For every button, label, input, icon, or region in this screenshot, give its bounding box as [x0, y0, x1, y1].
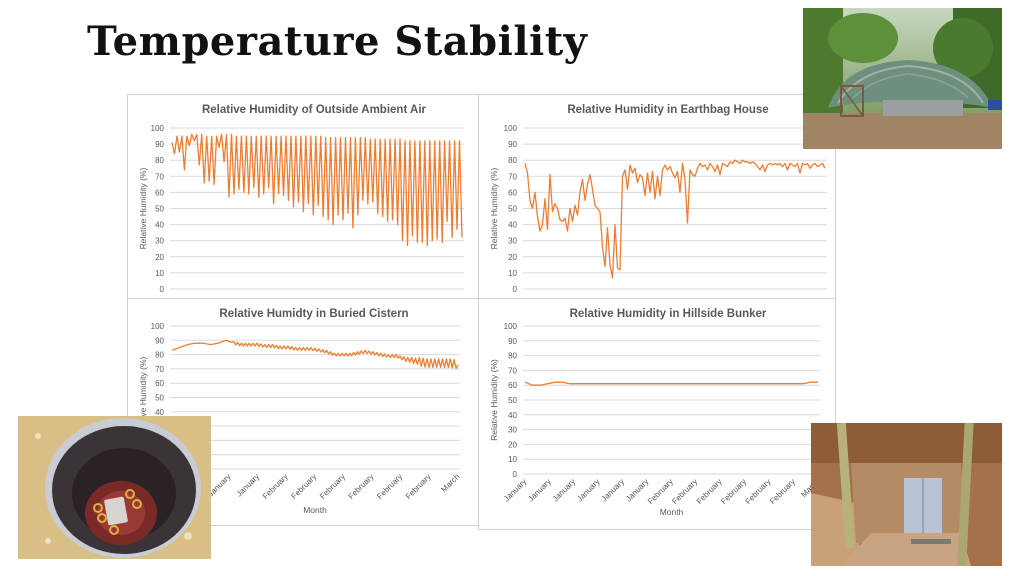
earthbag-house-photo: [803, 8, 1002, 149]
y-tick-label: 10: [155, 269, 164, 278]
y-tick-label: 80: [155, 156, 164, 165]
y-tick-label: 40: [508, 411, 517, 420]
y-tick-label: 80: [155, 351, 164, 360]
y-tick-label: 30: [508, 426, 517, 435]
x-tick-label: January: [575, 477, 601, 503]
x-tick-label: February: [318, 472, 347, 501]
chart-title: Relative Humidity in Earthbag House: [567, 104, 768, 116]
y-axis-label: Relative Humidity (%): [489, 167, 499, 249]
y-axis-label: Relative Humidity (%): [138, 356, 148, 438]
y-tick-label: 90: [508, 337, 517, 346]
x-tick-label: February: [289, 472, 318, 501]
x-tick-label: February: [695, 477, 724, 506]
y-tick-label: 80: [508, 352, 517, 361]
y-tick-label: 100: [151, 124, 165, 133]
chart-outside-air: Relative Humidity of Outside Ambient Air…: [127, 94, 479, 299]
y-tick-label: 90: [155, 140, 164, 149]
x-tick-label: February: [719, 477, 748, 506]
y-tick-label: 70: [155, 365, 164, 374]
y-tick-label: 50: [155, 394, 164, 403]
y-tick-label: 10: [508, 455, 517, 464]
chart-earthbag-house-svg: Relative Humidity in Earthbag House 0 10 20…: [489, 104, 827, 294]
y-tick-label: 100: [504, 322, 518, 331]
y-axis-label: Relative Humidity (%): [489, 359, 499, 441]
y-tick-label: 90: [508, 140, 517, 149]
series-line-earthbag-house: [524, 159, 826, 279]
x-tick-label: January: [600, 477, 626, 503]
y-tick-label: 50: [508, 396, 517, 405]
x-tick-label: January: [526, 477, 552, 503]
x-tick-label: February: [347, 472, 376, 501]
chart-title: Relative Humidity of Outside Ambient Air: [202, 104, 427, 116]
y-tick-label: 40: [155, 408, 164, 417]
x-tick-label: February: [744, 477, 773, 506]
y-tick-label: 20: [508, 440, 517, 449]
x-tick-label: February: [375, 472, 404, 501]
y-tick-label: 40: [155, 221, 164, 230]
y-tick-label: 70: [508, 366, 517, 375]
y-tick-label: 0: [513, 470, 518, 479]
y-tick-label: 0: [513, 285, 518, 294]
series-line-hillside-bunker: [524, 381, 818, 386]
x-tick-label: January: [502, 477, 528, 503]
y-tick-label: 60: [155, 188, 164, 197]
y-tick-label: 50: [508, 205, 517, 214]
y-tick-label: 60: [508, 381, 517, 390]
x-tick-label: February: [646, 477, 675, 506]
hillside-bunker-photo: [811, 423, 1002, 566]
y-tick-label: 70: [508, 172, 517, 181]
slide-title: Temperature Stability: [87, 18, 588, 65]
x-tick-label: January: [551, 477, 577, 503]
y-tick-label: 50: [155, 205, 164, 214]
y-tick-label: 20: [155, 253, 164, 262]
y-tick-label: 20: [508, 253, 517, 262]
y-tick-label: 100: [151, 322, 165, 331]
y-tick-label: 30: [155, 237, 164, 246]
y-tick-label: 80: [508, 156, 517, 165]
x-tick-label: February: [670, 477, 699, 506]
chart-earthbag-house: Relative Humidity in Earthbag House 0 10 20…: [478, 94, 836, 299]
y-tick-label: 40: [508, 221, 517, 230]
x-tick-label: February: [404, 472, 433, 501]
y-tick-label: 100: [504, 124, 518, 133]
y-axis-label: Relative Humidity (%): [138, 167, 148, 249]
y-tick-label: 90: [155, 336, 164, 345]
buried-cistern-photo: [18, 416, 211, 559]
chart-title: Relative Humidity in Hillside Bunker: [570, 308, 767, 320]
chart-hillside-bunker-svg: Relative Humidity in Hillside Bunker 0 10 2…: [489, 308, 821, 517]
chart-title: Relative Humidty in Buried Cistern: [219, 308, 408, 320]
y-tick-label: 70: [155, 172, 164, 181]
x-tick-label: January: [235, 472, 261, 498]
series-line-buried-cistern: [171, 339, 459, 370]
y-tick-label: 60: [508, 188, 517, 197]
y-tick-label: 0: [160, 285, 165, 294]
y-tick-label: 30: [508, 237, 517, 246]
chart-hillside-bunker: Relative Humidity in Hillside Bunker 0 10 2…: [478, 298, 836, 530]
x-tick-label: February: [768, 477, 797, 506]
x-tick-label: March: [439, 472, 461, 494]
x-tick-label: February: [261, 472, 290, 501]
chart-outside-air-svg: Relative Humidity of Outside Ambient Air…: [138, 104, 464, 294]
x-axis-label: Month: [303, 505, 327, 515]
x-axis-label: Month: [660, 507, 684, 517]
y-tick-label: 60: [155, 379, 164, 388]
series-line-outside-ambient-air: [171, 133, 463, 247]
y-tick-label: 10: [508, 269, 517, 278]
